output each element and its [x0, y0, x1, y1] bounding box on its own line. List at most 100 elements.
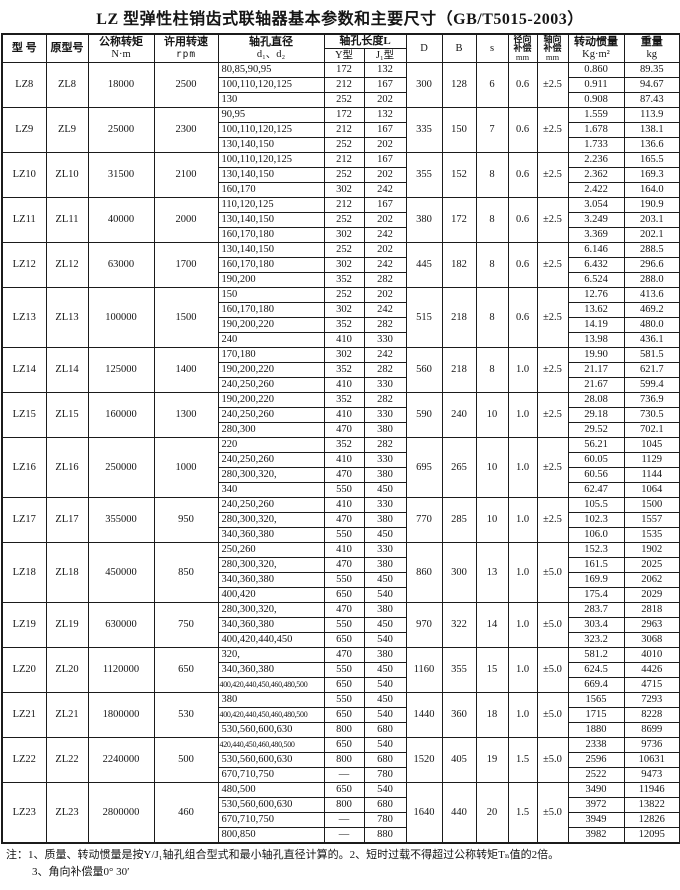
cell-weight: 1144: [623, 467, 680, 483]
footnotes: 注：1、质量、转动惯量是按Y/J₁轴孔组合型式和最小轴孔直径计算的。2、短时过载…: [0, 844, 680, 881]
cell-inertia: 152.3: [567, 542, 625, 558]
table-row: 800,850—880 3982 12095: [2, 827, 680, 843]
cell-bore: 240,250,260: [217, 497, 325, 513]
cell-weight: 113.9: [623, 107, 680, 123]
table-row: 400,420,440,450 650 540 323.2 3068: [2, 632, 680, 648]
cell-axial: ±2.5: [536, 62, 569, 108]
cell-D: 860: [405, 542, 443, 603]
cell-bore: 220: [217, 437, 325, 453]
cell-D: 1520: [405, 737, 443, 783]
cell-length-y: 410: [323, 542, 365, 558]
cell-length-y: 172: [323, 62, 365, 78]
cell-weight: 1045: [623, 437, 680, 453]
cell-torque: 250000: [87, 437, 155, 498]
cell-length-j1: 780: [363, 812, 407, 828]
cell-inertia: 29.52: [567, 422, 625, 438]
cell-inertia: 303.4: [567, 617, 625, 633]
cell-inertia: 102.3: [567, 512, 625, 528]
cell-inertia: 28.08: [567, 392, 625, 408]
cell-weight: 9736: [623, 737, 680, 753]
cell-inertia: 60.05: [567, 452, 625, 468]
col-header-model: 型 号: [1, 33, 47, 63]
cell-bore: 380: [217, 692, 325, 708]
cell-weight: 621.7: [623, 362, 680, 378]
cell-speed: 1300: [153, 392, 219, 438]
cell-inertia: 1715: [567, 707, 625, 723]
table-row: LZ9 ZL9 25000 2300 90,95 172 132 335 150 7 0.6 ±2.5…: [1, 107, 680, 153]
cell-length-y: 470: [323, 422, 365, 438]
cell-length-y: 252: [323, 137, 365, 153]
cell-speed: 2100: [153, 152, 219, 198]
cell-inertia: 2.362: [567, 167, 625, 183]
cell-radial: 1.0: [507, 542, 538, 603]
table-row: 160,170 302 242 2.422 164.0: [2, 182, 680, 198]
cell-inertia: 323.2: [567, 632, 625, 648]
cell-speed: 460: [153, 782, 219, 843]
cell-bore: 340: [217, 482, 325, 498]
col-header-axial-compensation: 轴向 补偿 mm: [536, 33, 569, 63]
cell-bore: 190,200,220: [217, 362, 325, 378]
cell-orig-model: ZL12: [45, 242, 89, 288]
cell-inertia: 6.524: [567, 272, 625, 288]
cell-length-y: 352: [323, 392, 365, 408]
cell-length-j1: 450: [363, 572, 407, 588]
cell-bore: 130,140,150: [217, 167, 325, 183]
cell-length-j1: 540: [363, 632, 407, 648]
table-row: 130 252 202 0.908 87.43: [2, 92, 680, 108]
table-row: LZ16 ZL16 250000 1000 220 352 282 695 265 10 1.0 ±2…: [1, 437, 680, 498]
cell-bore: 280,300,320,: [217, 602, 325, 618]
cell-s: 7: [475, 107, 509, 153]
cell-bore: 80,85,90,95: [217, 62, 325, 78]
table-row: LZ17 ZL17 355000 950 240,250,260 410 330 770 285…: [1, 497, 680, 543]
cell-orig-model: ZL14: [45, 347, 89, 393]
cell-length-y: 550: [323, 617, 365, 633]
cell-inertia: 0.860: [567, 62, 625, 78]
table-row: LZ13 ZL13 100000 1500 150 252 202 515 218 8 0.6 ±2.…: [1, 287, 680, 348]
cell-weight: 1064: [623, 482, 680, 498]
table-row: LZ22 ZL22 2240000 500 420,440,450,460,480,50…: [1, 737, 680, 783]
cell-B: 360: [441, 692, 477, 738]
cell-length-j1: 450: [363, 662, 407, 678]
cell-length-y: —: [323, 767, 365, 783]
cell-length-j1: 330: [363, 452, 407, 468]
cell-orig-model: ZL15: [45, 392, 89, 438]
cell-radial: 0.6: [507, 287, 538, 348]
cell-length-j1: 680: [363, 722, 407, 738]
cell-B: 172: [441, 197, 477, 243]
cell-bore: 340,360,380: [217, 527, 325, 543]
cell-weight: 13822: [623, 797, 680, 813]
cell-D: 1160: [405, 647, 443, 693]
cell-weight: 8699: [623, 722, 680, 738]
header-row-2: Y型 J₁型: [2, 48, 680, 63]
cell-length-j1: 330: [363, 407, 407, 423]
cell-B: 440: [441, 782, 477, 843]
cell-torque: 160000: [87, 392, 155, 438]
cell-length-y: 650: [323, 587, 365, 603]
table-row: LZ8 ZL8 18000 2500 80,85,90,95 172 132 300 128 6 0…: [1, 62, 680, 108]
cell-model: LZ20: [1, 647, 47, 693]
cell-orig-model: ZL20: [45, 647, 89, 693]
cell-B: 152: [441, 152, 477, 198]
cell-s: 14: [475, 602, 509, 648]
cell-inertia: 1880: [567, 722, 625, 738]
cell-inertia: 21.67: [567, 377, 625, 393]
cell-bore: 280,300,320,: [217, 557, 325, 573]
cell-weight: 2029: [623, 587, 680, 603]
cell-inertia: 106.0: [567, 527, 625, 543]
cell-length-j1: 380: [363, 557, 407, 573]
cell-length-y: 470: [323, 647, 365, 663]
cell-s: 18: [475, 692, 509, 738]
cell-B: 355: [441, 647, 477, 693]
cell-length-j1: 540: [363, 707, 407, 723]
cell-orig-model: ZL16: [45, 437, 89, 498]
cell-length-y: 212: [323, 77, 365, 93]
cell-length-y: 650: [323, 632, 365, 648]
cell-torque: 450000: [87, 542, 155, 603]
cell-D: 590: [405, 392, 443, 438]
cell-axial: ±2.5: [536, 287, 569, 348]
table-row: 530,560,600,630 800 680 1880 8699: [2, 722, 680, 738]
cell-length-j1: 167: [363, 77, 407, 93]
cell-bore: 400,420,440,450,460,480,500: [217, 707, 325, 723]
cell-weight: 702.1: [623, 422, 680, 438]
